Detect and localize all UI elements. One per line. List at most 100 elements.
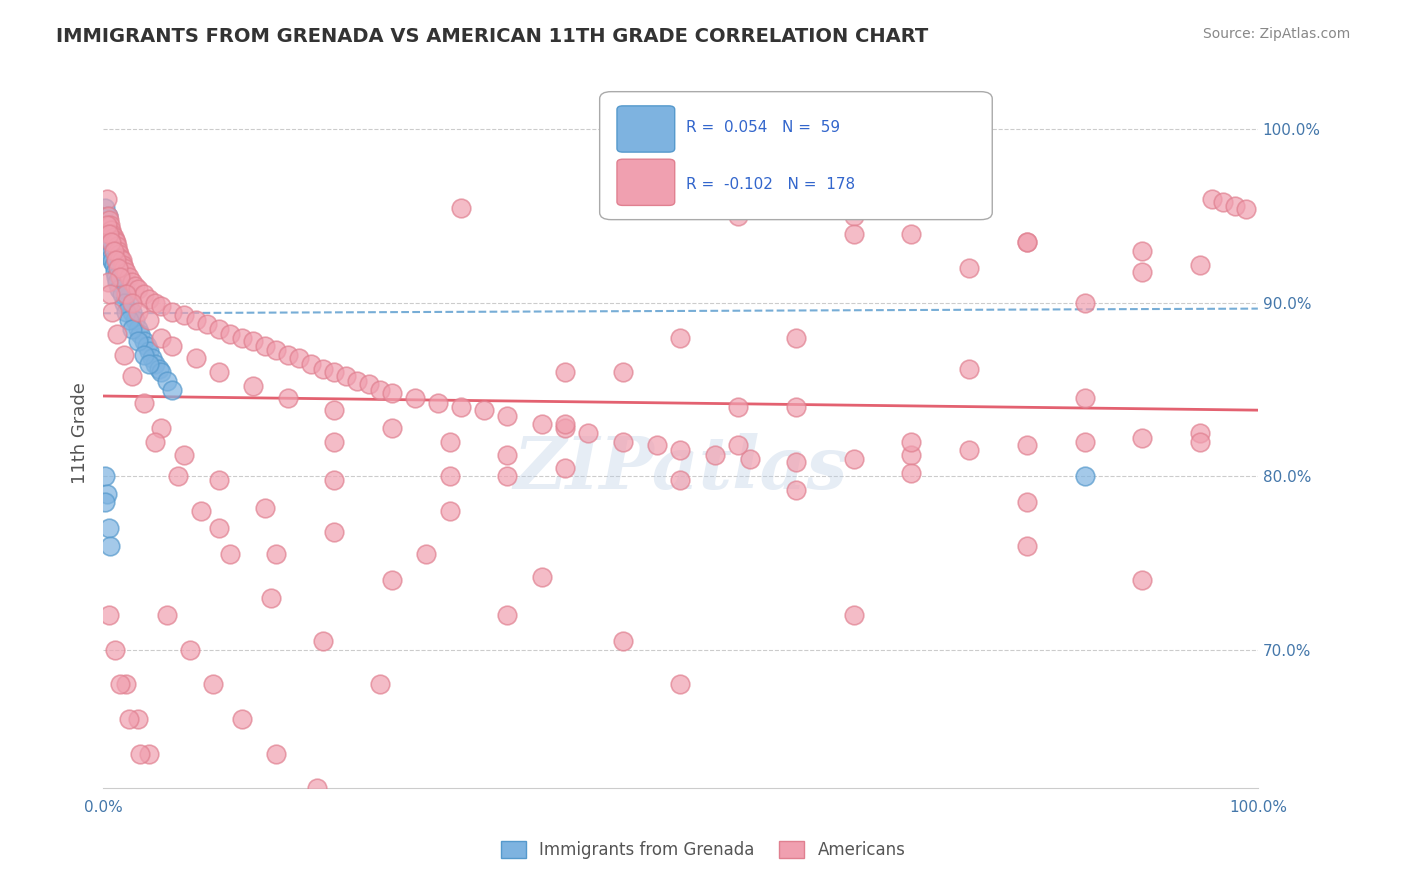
Point: [439, 504, 461, 518]
Point: [727, 438, 749, 452]
Point: [277, 391, 299, 405]
Text: Source: ZipAtlas.com: Source: ZipAtlas.com: [1202, 27, 1350, 41]
Point: [136, 339, 159, 353]
Point: [1015, 235, 1038, 250]
Point: [101, 254, 124, 268]
Point: [1073, 434, 1095, 449]
Point: [530, 417, 553, 432]
Point: [496, 607, 519, 622]
Point: [94, 227, 117, 241]
Text: ZIPatlas: ZIPatlas: [513, 433, 848, 504]
Point: [1130, 265, 1153, 279]
Point: [1212, 195, 1234, 210]
FancyBboxPatch shape: [617, 159, 675, 205]
Point: [97, 212, 120, 227]
Point: [105, 252, 128, 267]
Point: [323, 365, 346, 379]
Point: [114, 282, 136, 296]
Point: [100, 251, 122, 265]
Point: [1130, 244, 1153, 258]
Point: [900, 227, 922, 241]
FancyBboxPatch shape: [617, 106, 675, 153]
Point: [1130, 574, 1153, 588]
Point: [124, 313, 146, 327]
Point: [129, 747, 152, 761]
Point: [900, 434, 922, 449]
Point: [472, 403, 495, 417]
Point: [738, 452, 761, 467]
Point: [207, 365, 229, 379]
Point: [96, 218, 118, 232]
Point: [162, 304, 184, 318]
Point: [427, 396, 450, 410]
Point: [612, 434, 634, 449]
Point: [108, 247, 131, 261]
Point: [669, 183, 692, 197]
Point: [669, 677, 692, 691]
Y-axis label: 11th Grade: 11th Grade: [72, 382, 89, 483]
Point: [127, 322, 149, 336]
Point: [129, 327, 152, 342]
Point: [311, 361, 333, 376]
Point: [554, 460, 576, 475]
Point: [231, 330, 253, 344]
Point: [115, 287, 138, 301]
Point: [117, 313, 139, 327]
Point: [207, 473, 229, 487]
Point: [450, 400, 472, 414]
Point: [115, 287, 138, 301]
Point: [785, 330, 807, 344]
Point: [105, 275, 128, 289]
Point: [97, 209, 120, 223]
Point: [96, 192, 118, 206]
Point: [149, 365, 172, 379]
Point: [190, 504, 212, 518]
Point: [101, 227, 124, 241]
Point: [842, 209, 865, 223]
Point: [97, 607, 120, 622]
Point: [439, 469, 461, 483]
Point: [156, 607, 179, 622]
Point: [266, 747, 288, 761]
Point: [111, 258, 134, 272]
Point: [98, 218, 121, 232]
Point: [97, 521, 120, 535]
Point: [162, 383, 184, 397]
Point: [98, 287, 121, 301]
Point: [381, 421, 404, 435]
Point: [132, 348, 155, 362]
Point: [1073, 391, 1095, 405]
Point: [110, 269, 132, 284]
Point: [576, 425, 599, 440]
Point: [94, 201, 117, 215]
Point: [103, 230, 125, 244]
Point: [669, 473, 692, 487]
Point: [184, 351, 207, 366]
Point: [117, 712, 139, 726]
Point: [108, 261, 131, 276]
Point: [415, 547, 437, 561]
Point: [97, 235, 120, 250]
Point: [100, 235, 122, 250]
Point: [231, 712, 253, 726]
Point: [381, 574, 404, 588]
Point: [1189, 425, 1212, 440]
Point: [259, 591, 281, 605]
Point: [288, 351, 311, 366]
Point: [900, 466, 922, 480]
Point: [104, 269, 127, 284]
Point: [785, 455, 807, 469]
Point: [104, 265, 127, 279]
Point: [112, 278, 135, 293]
Point: [115, 304, 138, 318]
Point: [242, 334, 264, 348]
FancyBboxPatch shape: [599, 92, 993, 219]
Point: [957, 443, 980, 458]
Point: [450, 201, 472, 215]
Point: [1234, 202, 1257, 217]
Point: [97, 235, 120, 250]
Point: [104, 252, 127, 267]
Point: [669, 330, 692, 344]
Point: [207, 322, 229, 336]
Point: [554, 421, 576, 435]
